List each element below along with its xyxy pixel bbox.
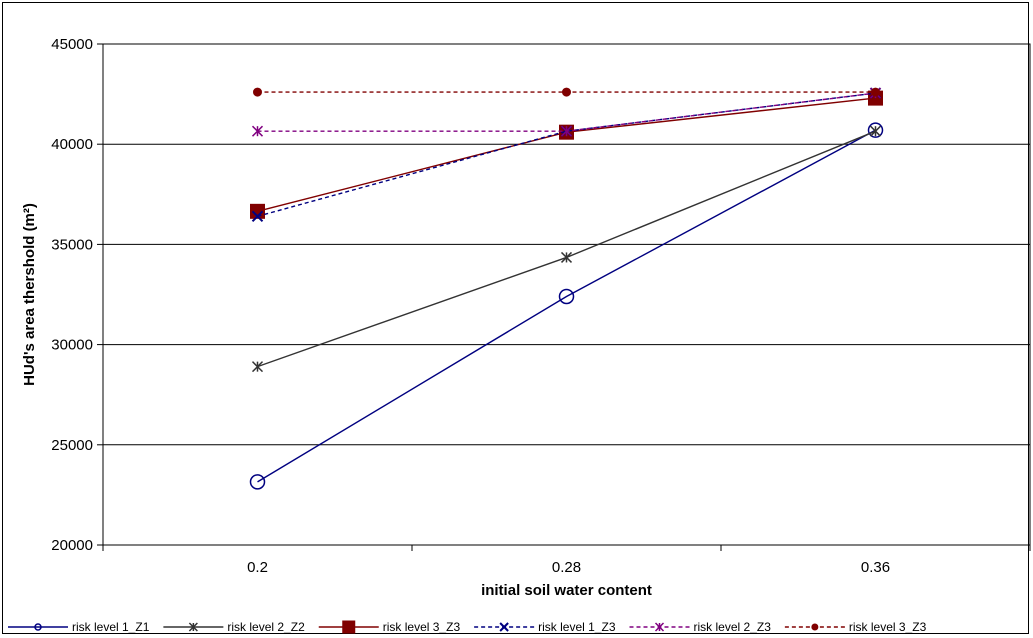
x-tick-label: 0.36 bbox=[861, 559, 890, 576]
series-3 bbox=[250, 90, 883, 219]
legend-label: risk level 2_Z2 bbox=[227, 620, 305, 634]
data-point bbox=[342, 620, 356, 634]
data-point bbox=[249, 474, 266, 490]
gridlines bbox=[103, 143, 1030, 446]
y-tick-label: 30000 bbox=[51, 337, 93, 354]
legend-item: risk level 2_Z2 bbox=[163, 620, 305, 634]
data-point bbox=[251, 210, 264, 223]
data-point bbox=[560, 251, 573, 263]
data-point bbox=[188, 622, 198, 632]
legend-label: risk level 1_Z1 bbox=[72, 620, 150, 634]
series-line bbox=[257, 130, 876, 368]
data-point bbox=[499, 622, 509, 632]
x-axis-title: initial soil water content bbox=[481, 582, 652, 599]
data-point bbox=[654, 622, 665, 632]
data-point bbox=[251, 361, 264, 373]
data-point bbox=[558, 288, 575, 305]
data-point bbox=[871, 87, 880, 97]
legend-label: risk level 2_Z3 bbox=[694, 620, 772, 634]
data-point bbox=[253, 87, 262, 97]
y-tick-label: 20000 bbox=[51, 537, 93, 554]
data-point bbox=[867, 122, 884, 138]
legend-item: risk level 1_Z1 bbox=[8, 620, 150, 634]
x-tick-label: 0.28 bbox=[552, 559, 581, 576]
data-point bbox=[562, 87, 571, 97]
data-point bbox=[560, 125, 573, 137]
data-point bbox=[251, 125, 264, 137]
series-line bbox=[257, 97, 876, 213]
series-line bbox=[257, 129, 876, 483]
data-point bbox=[869, 125, 882, 137]
x-tick-label: 0.2 bbox=[247, 559, 268, 576]
series-line bbox=[257, 92, 876, 218]
legend-label: risk level 3_Z3 bbox=[383, 620, 461, 634]
legend-item: risk level 1_Z3 bbox=[474, 620, 616, 634]
axes: 20000 25000 30000 35000 40000 45000 0.2 0.28 0.3… bbox=[51, 36, 1031, 576]
y-axis-title: HUd's area thershold (m²) bbox=[21, 203, 38, 386]
data-point bbox=[34, 623, 42, 631]
y-tick-label: 40000 bbox=[51, 136, 93, 153]
y-tick-label: 25000 bbox=[51, 437, 93, 454]
series-1 bbox=[249, 122, 884, 490]
series-2 bbox=[251, 125, 882, 373]
legend-item: risk level 3_Z3 bbox=[318, 620, 461, 634]
legend-label: risk level 3_Z3 bbox=[849, 620, 927, 634]
legend-label: risk level 1_Z3 bbox=[538, 620, 616, 634]
plot-area bbox=[102, 43, 1031, 546]
data-point bbox=[811, 623, 819, 631]
legend-item: risk level 2_Z3 bbox=[629, 620, 772, 634]
legend-item: risk level 3_Z3 bbox=[784, 620, 927, 634]
y-tick-label: 45000 bbox=[51, 36, 93, 53]
series-6 bbox=[253, 87, 880, 97]
series-group bbox=[249, 87, 884, 490]
y-tick-label: 35000 bbox=[51, 236, 93, 253]
legend: risk level 1_Z1 risk level 2_Z2 risk level… bbox=[8, 620, 927, 634]
